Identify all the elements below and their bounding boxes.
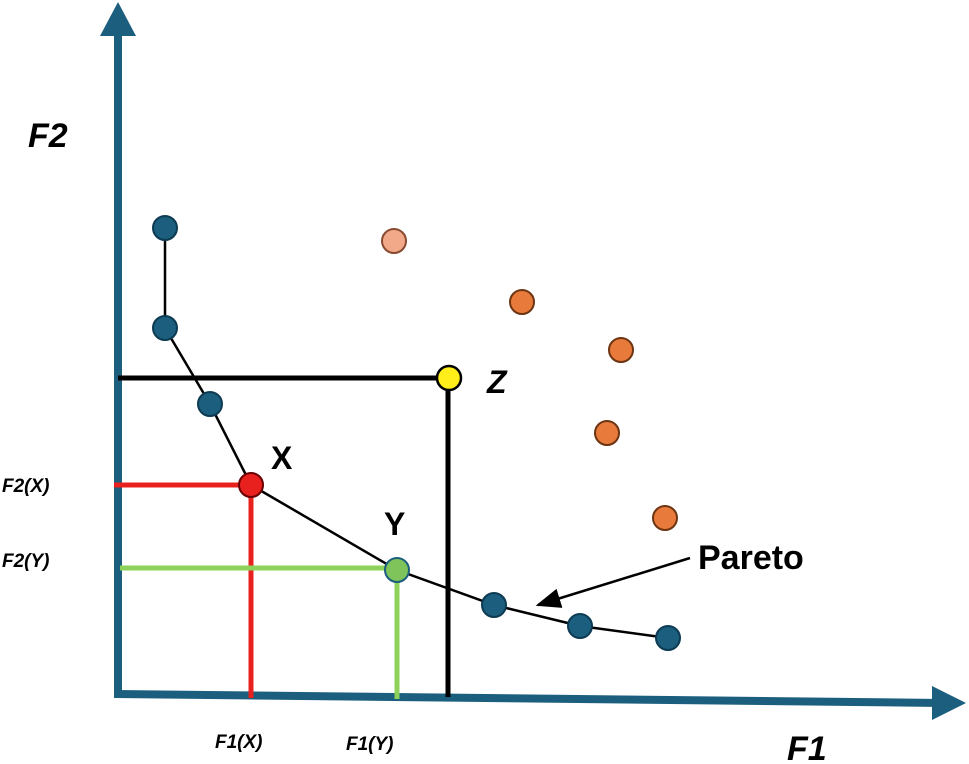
point-x-label: X (271, 440, 293, 476)
z-guide-lines (118, 375, 451, 697)
pareto-arrow (535, 556, 691, 608)
dominated-point (509, 289, 535, 315)
point-z-marker (435, 364, 463, 392)
f1-y-label: F1(Y) (346, 734, 394, 755)
pareto-front-line (163, 228, 669, 640)
pareto-point (152, 215, 178, 241)
point-x-marker (238, 472, 264, 498)
point-y-label: Y (384, 506, 405, 542)
y-axis (100, 2, 136, 697)
x-axis (113, 686, 966, 720)
pareto-point (655, 625, 681, 651)
point-z-label: Z (486, 364, 508, 400)
pareto-point (197, 391, 223, 417)
f2-y-label: F2(Y) (2, 551, 50, 572)
dominated-points (381, 228, 678, 531)
y-axis-arrow-icon (100, 2, 136, 36)
x-axis-arrow-icon (932, 686, 966, 720)
dominated-point (652, 505, 678, 531)
y-guide-lines (120, 565, 400, 699)
x-axis-title: F1 (787, 730, 827, 764)
pareto-point (567, 613, 593, 639)
f1-x-label: F1(X) (215, 732, 263, 753)
pareto-point (152, 315, 178, 341)
dominated-point (381, 228, 407, 254)
f2-x-label: F2(X) (2, 476, 50, 497)
point-y-marker (384, 557, 410, 583)
dominated-point (594, 420, 620, 446)
y-axis-title: F2 (28, 117, 68, 155)
dominated-point (608, 337, 634, 363)
pareto-point (481, 592, 507, 618)
x-guide-lines (114, 482, 254, 698)
pareto-label: Pareto (698, 539, 804, 577)
pareto-points (152, 215, 681, 651)
